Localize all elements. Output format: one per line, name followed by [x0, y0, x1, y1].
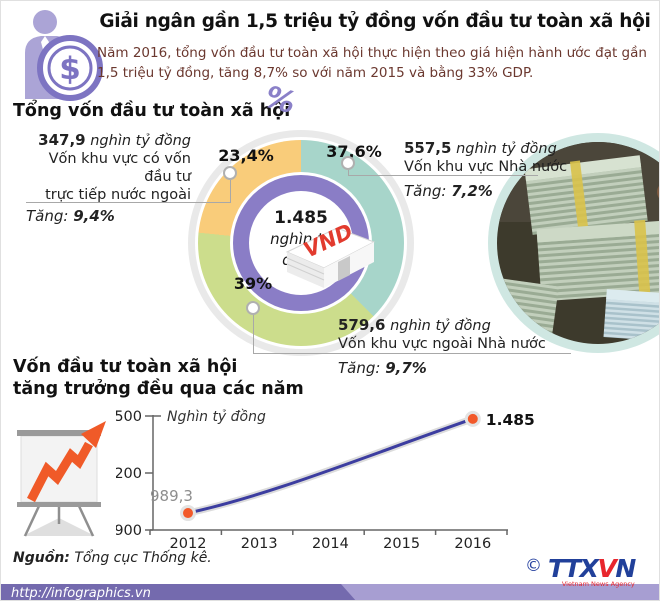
callout-dot-state [341, 156, 355, 170]
investor-dollar-icon: $ [25, 10, 103, 101]
footer-url: http://infographics.vn [11, 586, 151, 601]
growth-value: 9,4% [73, 207, 115, 225]
source-label: Nguồn: [13, 550, 70, 566]
page-title: Giải ngân gần 1,5 triệu tỷ đồng vốn đầu … [99, 11, 651, 32]
connector-line [253, 313, 254, 354]
growth-label: Tăng: [404, 182, 447, 200]
connector-line [348, 168, 349, 176]
page-subtitle: Năm 2016, tổng vốn đầu tư toàn xã hội th… [97, 45, 647, 81]
nonstate-growth: Tăng: 9,7% [338, 359, 427, 377]
copyright-icon: © [525, 556, 542, 576]
state-unit: nghìn tỷ đồng [456, 141, 557, 157]
logo-n: N [615, 554, 636, 583]
trend-line-chart: 900 1200 1500 2012 2013 2014 2015 2016 Nghìn tỷ … [116, 408, 535, 552]
growth-flipchart-icon [17, 421, 106, 537]
callout-fdi: 347,9 nghìn tỷ đồng Vốn khu vực có vốn đ… [19, 131, 191, 204]
nonstate-amount: 579,6 [338, 316, 386, 334]
percent-label-nonstate: 39% [233, 274, 273, 293]
source-note: Nguồn: Tổng cục Thống kê. [13, 550, 212, 566]
trend-title-line2: tăng trưởng đều qua các năm [13, 379, 304, 399]
svg-text:2013: 2013 [241, 536, 278, 552]
footer-bar-accent [1, 584, 357, 600]
growth-label: Tăng: [338, 359, 381, 377]
nonstate-desc: Vốn khu vực ngoài Nhà nước [338, 336, 546, 352]
callout-state: 557,5 nghìn tỷ đồng Vốn khu vực Nhà nước [404, 139, 584, 176]
svg-text:1200: 1200 [116, 466, 142, 482]
state-growth: Tăng: 7,2% [404, 182, 493, 200]
growth-value: 7,2% [451, 182, 493, 200]
state-desc: Vốn khu vực Nhà nước [404, 159, 568, 175]
connector-line [230, 178, 231, 203]
growth-value: 9,7% [385, 359, 427, 377]
state-amount: 557,5 [404, 139, 452, 157]
connector-line [348, 175, 538, 176]
callout-dot-nonstate [246, 301, 260, 315]
svg-text:2016: 2016 [454, 536, 491, 552]
svg-text:989,3: 989,3 [150, 487, 193, 505]
trend-title-line1: Vốn đầu tư toàn xã hội [13, 357, 238, 377]
svg-text:1.485: 1.485 [486, 411, 535, 429]
fdi-unit: nghìn tỷ đồng [90, 133, 191, 149]
callout-dot-fdi [223, 166, 237, 180]
svg-text:2014: 2014 [312, 536, 349, 552]
svg-text:$: $ [59, 51, 81, 87]
logo-v: V [597, 554, 616, 583]
total-value: 1.485 [274, 208, 328, 228]
growth-label: Tăng: [26, 207, 69, 225]
svg-text:1500: 1500 [116, 409, 142, 425]
svg-text:Nghìn tỷ đồng: Nghìn tỷ đồng [167, 408, 266, 425]
percent-label-state: 37,6% [326, 142, 382, 161]
nonstate-unit: nghìn tỷ đồng [390, 318, 491, 334]
svg-text:900: 900 [116, 523, 142, 539]
source-text: Tổng cục Thống kê. [74, 550, 212, 566]
donut-section-title: Tổng vốn đầu tư toàn xã hội [13, 101, 291, 121]
connector-line [253, 353, 571, 354]
fdi-desc-line2: trực tiếp nước ngoài [45, 187, 191, 203]
callout-nonstate: 579,6 nghìn tỷ đồng Vốn khu vực ngoài Nh… [338, 316, 558, 353]
money-stacks-photo [488, 133, 659, 353]
logo-tagline: Vietnam News Agency [561, 580, 635, 588]
svg-text:2015: 2015 [383, 536, 420, 552]
logo-ttx: TTX [548, 554, 599, 583]
vnd-money-stack-icon: VND [285, 224, 376, 288]
fdi-desc-line1: Vốn khu vực có vốn đầu tư [48, 151, 191, 185]
svg-text:2012: 2012 [170, 536, 207, 552]
vietnam-news-agency-logo: © TTXVN Vietnam News Agency [525, 554, 636, 588]
percent-label-fdi: 23,4% [218, 146, 274, 165]
fdi-amount: 347,9 [38, 131, 86, 149]
connector-line [26, 202, 231, 203]
fdi-growth: Tăng: 9,4% [26, 207, 115, 225]
